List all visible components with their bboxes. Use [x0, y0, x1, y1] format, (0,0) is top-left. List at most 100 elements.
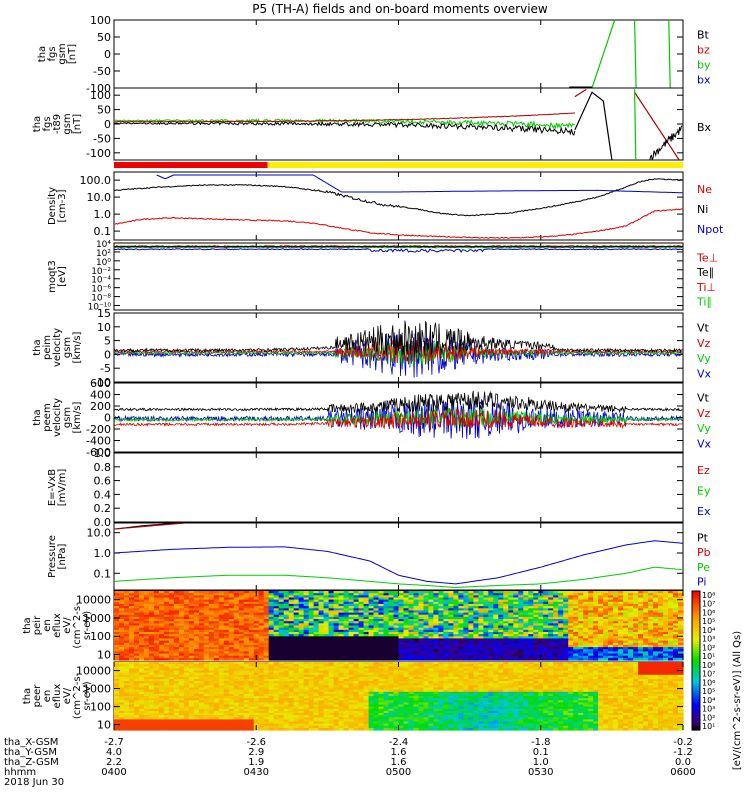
spectrogram-cell [193, 685, 200, 689]
spectrogram-cell [473, 632, 479, 635]
spectrogram-cell [628, 619, 634, 622]
spectrogram-cell [293, 640, 300, 644]
spectrogram-cell [143, 606, 150, 609]
spectrogram-cell [603, 606, 609, 609]
spectrogram-cell [298, 625, 305, 629]
spectrogram-cell [143, 634, 150, 637]
spectrogram-cell [318, 625, 325, 629]
spectrogram-cell [248, 723, 255, 727]
spectrogram-cell [173, 668, 180, 672]
spectrogram-cell [238, 670, 245, 674]
spectrogram-cell [593, 649, 599, 652]
spectrogram-cell [263, 612, 270, 616]
spectrogram-cell [573, 651, 579, 655]
spectrogram-cell [523, 591, 529, 594]
spectrogram-cell [473, 619, 479, 622]
spectrogram-cell [203, 723, 210, 727]
y-tick-label: 10000 [76, 594, 111, 607]
spectrogram-cell [163, 638, 170, 642]
spectrogram-cell [583, 593, 589, 596]
spectrogram-cell [383, 614, 390, 618]
spectrogram-cell [548, 616, 554, 620]
spectrogram-cell [163, 614, 170, 618]
spectrogram-cell [313, 614, 320, 618]
spectrogram-cell [473, 595, 479, 599]
spectrogram-cell [139, 638, 145, 642]
spectrogram-cell [673, 636, 679, 640]
spectrogram-cell [178, 599, 185, 603]
spectrogram-cell [233, 621, 240, 624]
spectrogram-cell [283, 653, 290, 657]
spectrogram-cell [153, 593, 160, 596]
spectrogram-cell [228, 610, 235, 614]
spectrogram-cell [258, 647, 265, 650]
spectrogram-cell [513, 601, 519, 605]
spectrogram-cell [503, 632, 509, 635]
spectrogram-cell [223, 623, 230, 627]
spectrogram-cell [438, 616, 444, 620]
spectrogram-cell [233, 723, 240, 727]
spectrogram-cell [293, 655, 300, 659]
spectrogram-cell [443, 625, 449, 629]
spectrogram-cell [188, 595, 195, 599]
spectrogram-cell [223, 672, 230, 676]
spectrogram-cell [358, 642, 365, 646]
spectrogram-cell [428, 649, 434, 652]
spectrogram-cell [388, 595, 395, 599]
spectrogram-cell [618, 614, 624, 618]
spectrogram-cell [238, 676, 245, 680]
spectrogram-cell [168, 662, 175, 665]
spectrogram-cell [198, 651, 205, 655]
spectrogram-cell [358, 614, 365, 618]
spectrogram-cell [418, 608, 425, 612]
spectrogram-cell [193, 614, 200, 618]
spectrogram-cell [418, 599, 425, 603]
spectrogram-cell [563, 627, 569, 631]
spectrogram-cell [668, 649, 674, 652]
spectrogram-cell [523, 599, 529, 603]
spectrogram-cell [668, 599, 674, 603]
spectrogram-cell [393, 625, 400, 629]
spectrogram-cell [668, 612, 674, 616]
spectrogram-cell [453, 649, 459, 652]
spectrogram-cell [403, 632, 410, 635]
spectrogram-cell [573, 655, 579, 659]
spectrogram-cell [158, 608, 165, 612]
spectrogram-cell [618, 642, 624, 646]
spectrogram-cell [178, 664, 185, 667]
spectrogram-cell [183, 657, 190, 661]
spectrogram-cell [523, 657, 529, 661]
spectrogram-cell [158, 591, 165, 594]
spectrogram-cell [333, 634, 340, 637]
spectrogram-cell [168, 621, 175, 624]
spectrogram-cell [153, 666, 160, 669]
spectrogram-cell [258, 696, 265, 699]
spectrogram-cell [293, 644, 300, 648]
spectrogram-cell [258, 715, 265, 718]
spectrogram-cell [328, 653, 335, 657]
spectrogram-cell [173, 708, 180, 712]
spectrogram-cell [543, 601, 549, 605]
spectrogram-cell [134, 698, 140, 701]
spectrogram-cell [538, 614, 544, 618]
spectrogram-cell [233, 685, 240, 689]
spectrogram-cell [163, 668, 170, 672]
spectrogram-cell [553, 625, 559, 629]
spectrogram-cell [198, 664, 205, 667]
spectrogram-cell [143, 601, 150, 605]
spectrogram-cell [443, 608, 449, 612]
spectrogram-cell [168, 713, 175, 716]
spectrogram-cell [363, 651, 370, 655]
spectrogram-cell [198, 616, 205, 620]
spectrogram-cell [213, 662, 220, 665]
spectrogram-cell [139, 717, 145, 720]
spectrogram-cell [203, 638, 210, 642]
y-tick-label: 1.0 [94, 447, 112, 460]
spectrogram-cell [124, 721, 130, 725]
spectrogram-cell [603, 616, 609, 620]
spectrogram-cell [578, 612, 584, 616]
spectrogram-cell [114, 606, 120, 609]
spectrogram-cell [213, 627, 220, 631]
spectrogram-cell [308, 642, 315, 646]
spectrogram-cell [193, 606, 200, 609]
